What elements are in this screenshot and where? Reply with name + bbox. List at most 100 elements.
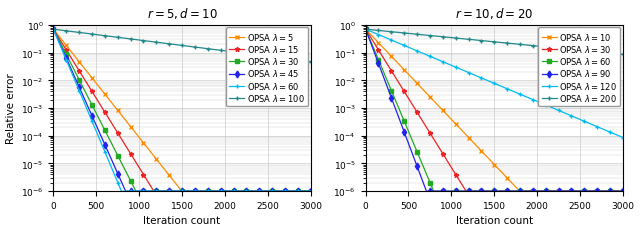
OPSA $\lambda = 45$ [307, 190, 315, 193]
Line: OPSA $\lambda = 45$: OPSA $\lambda = 45$ [51, 28, 313, 194]
OPSA $\lambda = 90$ [486, 190, 493, 193]
OPSA $\lambda = 30$ [619, 190, 627, 193]
OPSA $\lambda = 5$ [295, 190, 303, 193]
OPSA $\lambda = 10$ [619, 190, 627, 193]
OPSA $\lambda = 15$ [150, 190, 157, 193]
Line: OPSA $\lambda = 30$: OPSA $\lambda = 30$ [51, 28, 313, 194]
OPSA $\lambda = 120$ [518, 94, 525, 97]
OPSA $\lambda = 30$ [295, 190, 303, 193]
OPSA $\lambda = 200$ [619, 54, 627, 57]
OPSA $\lambda = 60$ [362, 29, 369, 31]
OPSA $\lambda = 30$ [362, 29, 369, 31]
OPSA $\lambda = 10$ [447, 118, 455, 121]
OPSA $\lambda = 5$ [173, 184, 181, 187]
OPSA $\lambda = 60$ [447, 190, 455, 193]
OPSA $\lambda = 30$ [464, 190, 472, 193]
X-axis label: Iteration count: Iteration count [456, 216, 533, 225]
Line: OPSA $\lambda = 60$: OPSA $\lambda = 60$ [363, 28, 625, 194]
OPSA $\lambda = 30$ [101, 129, 109, 132]
OPSA $\lambda = 15$ [307, 190, 315, 193]
OPSA $\lambda = 30$ [152, 190, 160, 193]
OPSA $\lambda = 10$ [413, 82, 420, 85]
OPSA $\lambda = 10$ [485, 158, 493, 161]
OPSA $\lambda = 60$ [135, 190, 143, 193]
OPSA $\lambda = 60$ [307, 190, 315, 193]
OPSA $\lambda = 5$ [178, 190, 186, 193]
OPSA $\lambda = 60$ [486, 190, 493, 193]
OPSA $\lambda = 120$ [485, 80, 493, 83]
OPSA $\lambda = 10$ [464, 136, 472, 139]
Line: OPSA $\lambda = 100$: OPSA $\lambda = 100$ [51, 28, 313, 65]
OPSA $\lambda = 30$ [173, 190, 181, 193]
OPSA $\lambda = 30$ [462, 190, 470, 193]
Title: $r = 5, d = 10$: $r = 5, d = 10$ [147, 6, 218, 21]
OPSA $\lambda = 90$ [607, 190, 615, 193]
OPSA $\lambda = 200$ [413, 34, 420, 36]
OPSA $\lambda = 200$ [485, 41, 493, 43]
OPSA $\lambda = 30$ [518, 190, 525, 193]
X-axis label: Iteration count: Iteration count [143, 216, 221, 225]
OPSA $\lambda = 100$ [49, 29, 57, 31]
OPSA $\lambda = 120$ [619, 137, 627, 139]
OPSA $\lambda = 60$ [429, 190, 437, 193]
OPSA $\lambda = 90$ [619, 190, 627, 193]
OPSA $\lambda = 30$ [132, 190, 140, 193]
OPSA $\lambda = 200$ [607, 53, 615, 55]
OPSA $\lambda = 100$ [205, 48, 213, 51]
OPSA $\lambda = 30$ [413, 111, 420, 114]
OPSA $\lambda = 15$ [135, 166, 143, 169]
OPSA $\lambda = 15$ [205, 190, 213, 193]
OPSA $\lambda = 100$ [135, 40, 143, 42]
OPSA $\lambda = 60$ [295, 190, 303, 193]
OPSA $\lambda = 90$ [518, 190, 525, 193]
OPSA $\lambda = 30$ [486, 190, 493, 193]
OPSA $\lambda = 45$ [295, 190, 303, 193]
OPSA $\lambda = 45$ [205, 190, 213, 193]
OPSA $\lambda = 5$ [205, 190, 213, 193]
OPSA $\lambda = 15$ [152, 190, 160, 193]
OPSA $\lambda = 90$ [422, 190, 430, 193]
OPSA $\lambda = 100$ [101, 35, 109, 38]
Line: OPSA $\lambda = 90$: OPSA $\lambda = 90$ [363, 28, 625, 194]
OPSA $\lambda = 5$ [152, 158, 159, 160]
OPSA $\lambda = 90$ [447, 190, 455, 193]
OPSA $\lambda = 10$ [518, 190, 525, 193]
OPSA $\lambda = 120$ [447, 64, 455, 67]
OPSA $\lambda = 10$ [516, 190, 524, 193]
Legend: OPSA $\lambda = 5$, OPSA $\lambda = 15$, OPSA $\lambda = 30$, OPSA $\lambda = 45: OPSA $\lambda = 5$, OPSA $\lambda = 15$,… [226, 28, 308, 107]
OPSA $\lambda = 60$ [49, 29, 57, 31]
OPSA $\lambda = 60$ [413, 150, 420, 153]
OPSA $\lambda = 15$ [173, 190, 181, 193]
Legend: OPSA $\lambda = 10$, OPSA $\lambda = 30$, OPSA $\lambda = 60$, OPSA $\lambda = 9: OPSA $\lambda = 10$, OPSA $\lambda = 30$… [538, 28, 620, 107]
Line: OPSA $\lambda = 200$: OPSA $\lambda = 200$ [363, 28, 625, 58]
OPSA $\lambda = 30$ [205, 190, 213, 193]
OPSA $\lambda = 15$ [49, 29, 57, 31]
OPSA $\lambda = 60$ [152, 190, 160, 193]
OPSA $\lambda = 45$ [101, 143, 109, 146]
OPSA $\lambda = 90$ [413, 165, 420, 168]
OPSA $\lambda = 120$ [413, 50, 420, 53]
OPSA $\lambda = 45$ [49, 29, 57, 31]
OPSA $\lambda = 30$ [307, 190, 315, 193]
OPSA $\lambda = 60$ [518, 190, 525, 193]
OPSA $\lambda = 5$ [307, 190, 315, 193]
OPSA $\lambda = 120$ [607, 132, 615, 134]
OPSA $\lambda = 5$ [49, 29, 57, 31]
OPSA $\lambda = 100$ [307, 61, 315, 64]
OPSA $\lambda = 90$ [362, 29, 369, 31]
Line: OPSA $\lambda = 10$: OPSA $\lambda = 10$ [363, 28, 625, 194]
OPSA $\lambda = 100$ [173, 44, 181, 47]
OPSA $\lambda = 5$ [135, 136, 143, 139]
OPSA $\lambda = 45$ [122, 190, 129, 193]
OPSA $\lambda = 45$ [152, 190, 160, 193]
OPSA $\lambda = 60$ [205, 190, 213, 193]
OPSA $\lambda = 15$ [101, 111, 109, 114]
OPSA $\lambda = 30$ [49, 29, 57, 31]
Line: OPSA $\lambda = 5$: OPSA $\lambda = 5$ [51, 28, 313, 194]
OPSA $\lambda = 200$ [362, 29, 369, 31]
OPSA $\lambda = 5$ [101, 93, 109, 96]
OPSA $\lambda = 30$ [607, 190, 615, 193]
OPSA $\lambda = 120$ [464, 72, 472, 74]
Line: OPSA $\lambda = 60$: OPSA $\lambda = 60$ [51, 28, 313, 194]
OPSA $\lambda = 200$ [447, 37, 455, 40]
